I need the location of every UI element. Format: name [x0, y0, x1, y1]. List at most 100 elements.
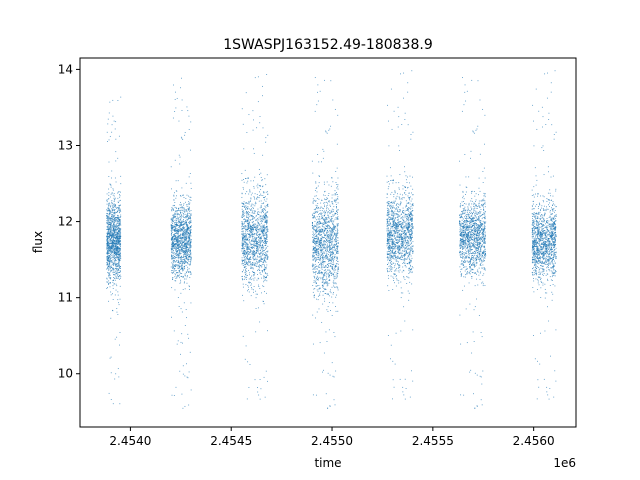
data-point	[331, 234, 333, 236]
data-point	[330, 255, 332, 257]
data-point	[255, 226, 256, 228]
data-point	[245, 267, 247, 269]
data-point	[327, 243, 328, 245]
data-point	[179, 235, 180, 237]
data-point	[335, 201, 337, 203]
data-point	[259, 379, 261, 380]
data-point	[119, 229, 121, 231]
data-point	[260, 253, 262, 254]
data-point	[322, 275, 324, 277]
data-point	[263, 237, 265, 239]
data-point	[184, 265, 185, 267]
data-point	[110, 264, 112, 266]
data-point	[247, 233, 249, 235]
data-point	[246, 245, 248, 247]
data-point	[117, 249, 119, 251]
data-point	[246, 249, 248, 251]
data-point	[106, 229, 108, 230]
data-point	[336, 252, 337, 254]
data-point	[313, 272, 315, 274]
data-point	[332, 256, 333, 258]
data-point	[259, 215, 261, 217]
data-point	[108, 188, 110, 190]
data-point	[320, 242, 322, 243]
data-point	[328, 212, 330, 213]
data-point	[186, 363, 187, 365]
data-point	[250, 230, 252, 232]
data-point	[253, 210, 255, 212]
data-point	[180, 308, 182, 310]
data-point	[107, 247, 109, 249]
data-point	[247, 243, 249, 245]
data-point	[173, 236, 175, 237]
data-point	[319, 245, 321, 247]
data-point	[316, 205, 318, 207]
data-point	[261, 233, 263, 235]
data-point	[246, 263, 248, 264]
data-point	[185, 236, 186, 238]
data-point	[332, 221, 334, 223]
data-point	[246, 217, 248, 218]
data-point	[245, 220, 247, 222]
data-point	[325, 131, 327, 133]
data-point	[178, 208, 180, 210]
data-point	[112, 212, 114, 213]
data-point	[314, 77, 316, 79]
data-point	[112, 189, 114, 191]
data-point	[265, 255, 267, 257]
data-point	[179, 245, 181, 247]
data-point	[245, 178, 247, 179]
data-point	[183, 233, 184, 234]
data-point	[171, 258, 173, 259]
data-point	[243, 212, 245, 214]
data-point	[116, 225, 118, 227]
data-point	[110, 245, 112, 247]
data-point	[322, 277, 324, 279]
data-point	[259, 321, 261, 323]
data-point	[321, 229, 323, 230]
data-point	[110, 234, 112, 236]
data-point	[267, 229, 269, 231]
data-point	[186, 247, 188, 249]
data-point	[325, 279, 327, 281]
data-point	[324, 220, 326, 222]
data-point	[327, 306, 329, 308]
data-point	[106, 262, 108, 263]
data-point	[242, 283, 244, 285]
data-point	[335, 199, 337, 201]
data-point	[335, 235, 337, 237]
data-point	[241, 108, 243, 110]
data-point	[181, 223, 183, 225]
data-point	[174, 228, 176, 230]
data-point	[320, 267, 322, 269]
data-point	[265, 222, 267, 223]
data-point	[181, 238, 183, 240]
data-point	[248, 200, 250, 202]
data-point	[247, 219, 248, 221]
data-point	[261, 230, 263, 232]
data-point	[107, 210, 109, 212]
data-point	[244, 228, 246, 230]
data-point	[260, 216, 262, 218]
data-point	[258, 240, 260, 242]
data-point	[332, 269, 334, 271]
data-point	[317, 236, 319, 238]
data-point	[111, 219, 113, 221]
data-point	[186, 242, 188, 244]
data-point	[112, 274, 114, 276]
data-point	[262, 233, 264, 235]
data-point	[177, 235, 179, 237]
data-point	[115, 246, 117, 248]
data-point	[248, 203, 250, 205]
data-point	[250, 226, 252, 228]
data-point	[172, 218, 174, 220]
data-point	[189, 244, 191, 246]
data-point	[314, 251, 316, 253]
data-point	[243, 211, 245, 213]
data-point	[266, 251, 268, 252]
data-point	[241, 260, 243, 262]
data-point	[176, 272, 178, 274]
data-point	[172, 271, 174, 273]
data-point	[115, 138, 117, 140]
data-point	[247, 245, 249, 247]
